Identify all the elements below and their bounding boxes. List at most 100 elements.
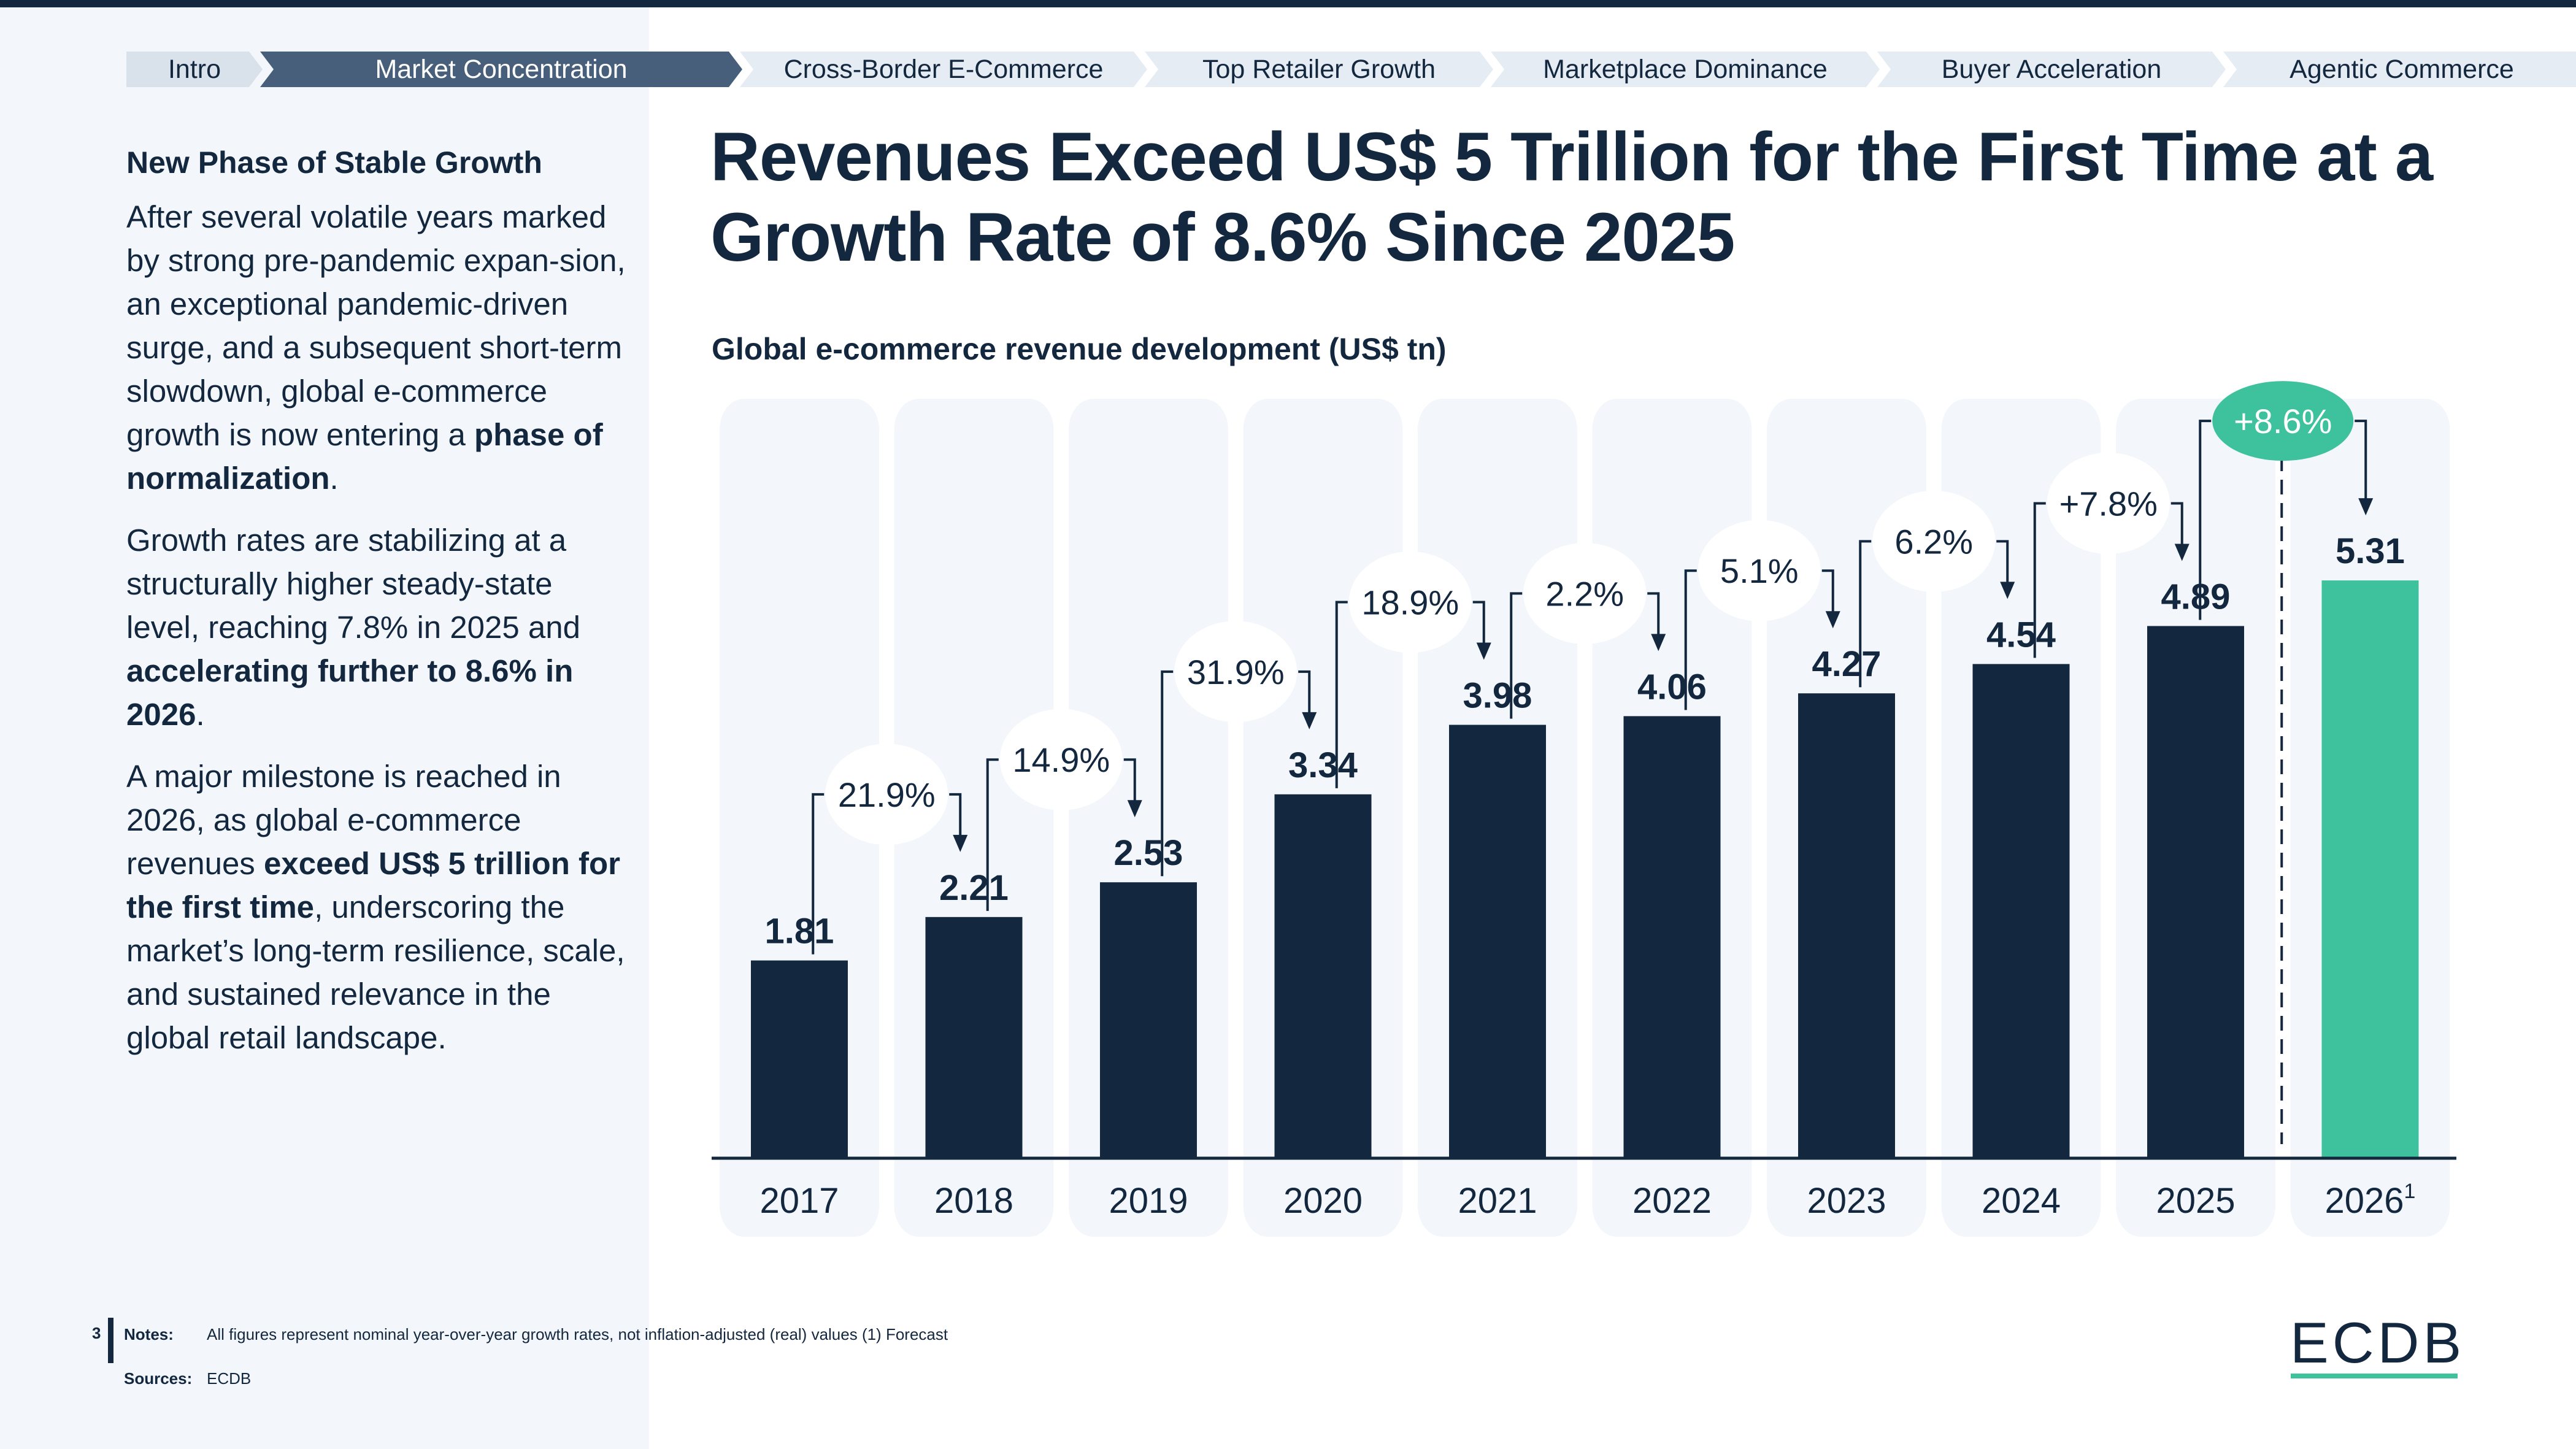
growth-bubble: [1348, 552, 1472, 653]
value-label: 2.53: [1114, 833, 1183, 873]
growth-connector-left: [1510, 592, 1523, 719]
growth-connector-right: [1123, 758, 1136, 803]
breadcrumb-agentic-commerce[interactable]: Agentic Commerce: [2223, 52, 2576, 87]
breadcrumb-intro[interactable]: Intro: [126, 52, 263, 87]
growth-connector-left: [1859, 540, 1872, 688]
growth-connector-right: [1298, 670, 1311, 715]
emphasis: phase of normalization: [126, 417, 603, 496]
text: Growth rates are stabilizing at a struct…: [126, 523, 581, 645]
year-label: 2020: [1283, 1181, 1363, 1221]
bar-2026: [2321, 580, 2419, 1157]
value-label: 1.81: [765, 912, 834, 951]
breadcrumb-label: Agentic Commerce: [2290, 54, 2514, 84]
arrow-down-icon: [953, 834, 968, 852]
arrow-down-icon: [2000, 582, 2015, 599]
value-label: 2.21: [939, 868, 1009, 908]
year-label: 2017: [759, 1181, 839, 1221]
growth-bubble: [1697, 520, 1821, 621]
growth-connector-left: [2199, 420, 2212, 620]
growth-connector-left: [812, 793, 825, 955]
arrow-down-icon: [2174, 544, 2190, 561]
page-number: 3: [92, 1324, 101, 1342]
year-label: 2021: [1458, 1181, 1537, 1221]
breadcrumb-label: Buyer Acceleration: [1941, 54, 2162, 84]
bar-2021: [1449, 724, 1546, 1157]
growth-connector-left: [2033, 502, 2046, 658]
growth-connector-left: [1684, 569, 1697, 710]
growth-connector-right: [1472, 601, 1485, 645]
breadcrumb-market-concentration[interactable]: Market Concentration: [260, 52, 742, 87]
breadcrumb-label: Marketplace Dominance: [1543, 54, 1828, 84]
growth-label: 18.9%: [1361, 583, 1459, 622]
growth-label: 21.9%: [838, 775, 936, 814]
arrow-down-icon: [2358, 498, 2374, 516]
page-number-bar: [108, 1318, 113, 1363]
breadcrumb-buyer-acceleration[interactable]: Buyer Acceleration: [1877, 52, 2226, 87]
breadcrumb-label: Market Concentration: [375, 54, 628, 84]
growth-bubble: [1872, 490, 1996, 592]
arrow-down-icon: [1651, 634, 1666, 651]
value-label: 4.54: [1986, 615, 2056, 655]
growth-label: +8.6%: [2234, 402, 2332, 440]
value-label: 4.27: [1812, 644, 1882, 684]
bar-2019: [1100, 882, 1197, 1157]
breadcrumb-label: Cross-Border E-Commerce: [783, 54, 1104, 84]
growth-label: 31.9%: [1187, 653, 1285, 691]
growth-bubble: [825, 744, 948, 845]
growth-label: 14.9%: [1012, 740, 1110, 779]
breadcrumb-cross-border[interactable]: Cross-Border E-Commerce: [740, 52, 1147, 87]
value-label: 3.34: [1288, 745, 1358, 785]
text: A major milestone is reached in 2026, as…: [126, 759, 561, 881]
growth-connector-right: [2170, 502, 2183, 547]
year-label: 2025: [2156, 1181, 2235, 1221]
emphasis: accelerating further to 8.6% in 2026: [126, 653, 574, 732]
text: , underscoring the market’s long-term re…: [126, 890, 625, 1055]
growth-connector-left: [986, 758, 999, 911]
growth-connector-right: [2355, 420, 2367, 501]
arrow-down-icon: [1302, 712, 1317, 729]
year-label: 2024: [1982, 1181, 2061, 1221]
breadcrumb-marketplace-dominance[interactable]: Marketplace Dominance: [1491, 52, 1880, 87]
notes-text: All figures represent nominal year-over-…: [207, 1325, 948, 1343]
value-label: 3.98: [1463, 676, 1532, 716]
growth-connector-right: [1821, 569, 1834, 614]
sidebar-text: New Phase of Stable Growth After several…: [126, 145, 629, 1078]
growth-label: 2.2%: [1545, 574, 1624, 613]
bar-2017: [751, 960, 848, 1157]
arrow-down-icon: [1476, 642, 1491, 660]
breadcrumb-top-retailer-growth[interactable]: Top Retailer Growth: [1145, 52, 1493, 87]
value-label: 4.06: [1637, 667, 1707, 707]
bar-2018: [925, 917, 1023, 1157]
year-label: 20261: [2325, 1180, 2416, 1221]
value-label: 5.31: [2336, 531, 2405, 571]
bar-2023: [1798, 693, 1895, 1157]
year-label: 2018: [934, 1181, 1013, 1221]
sidebar-paragraph-1: After several volatile years marked by s…: [126, 195, 629, 500]
year-label: 2023: [1807, 1181, 1886, 1221]
notes-label: Notes:: [124, 1325, 174, 1343]
ecdb-logo: ECDB: [2290, 1310, 2466, 1375]
sources-text: ECDB: [207, 1369, 252, 1388]
year-label: 2022: [1632, 1181, 1712, 1221]
growth-connector-right: [1996, 540, 2009, 585]
bar-2020: [1274, 794, 1372, 1157]
top-bar: [0, 0, 2576, 7]
sidebar-paragraph-2: Growth rates are stabilizing at a struct…: [126, 518, 629, 736]
growth-bubble: [1174, 621, 1298, 723]
breadcrumb: Intro Market Concentration Cross-Border …: [126, 52, 2576, 88]
sidebar-heading: New Phase of Stable Growth: [126, 145, 542, 180]
growth-bubble: [2212, 381, 2354, 461]
growth-connector-left: [1161, 670, 1174, 877]
bar-2022: [1623, 716, 1721, 1157]
growth-label: +7.8%: [2059, 484, 2158, 523]
arrow-down-icon: [1825, 611, 1840, 629]
value-label: 4.89: [2161, 577, 2231, 617]
text: .: [329, 461, 339, 496]
page-title: Revenues Exceed US$ 5 Trillion for the F…: [710, 118, 2433, 275]
year-label: 2019: [1109, 1181, 1188, 1221]
growth-bubble: [1523, 542, 1647, 644]
footnote-marker: 1: [2404, 1180, 2416, 1203]
sidebar-paragraph-3: A major milestone is reached in 2026, as…: [126, 755, 629, 1059]
logo-underline: [2291, 1374, 2458, 1378]
